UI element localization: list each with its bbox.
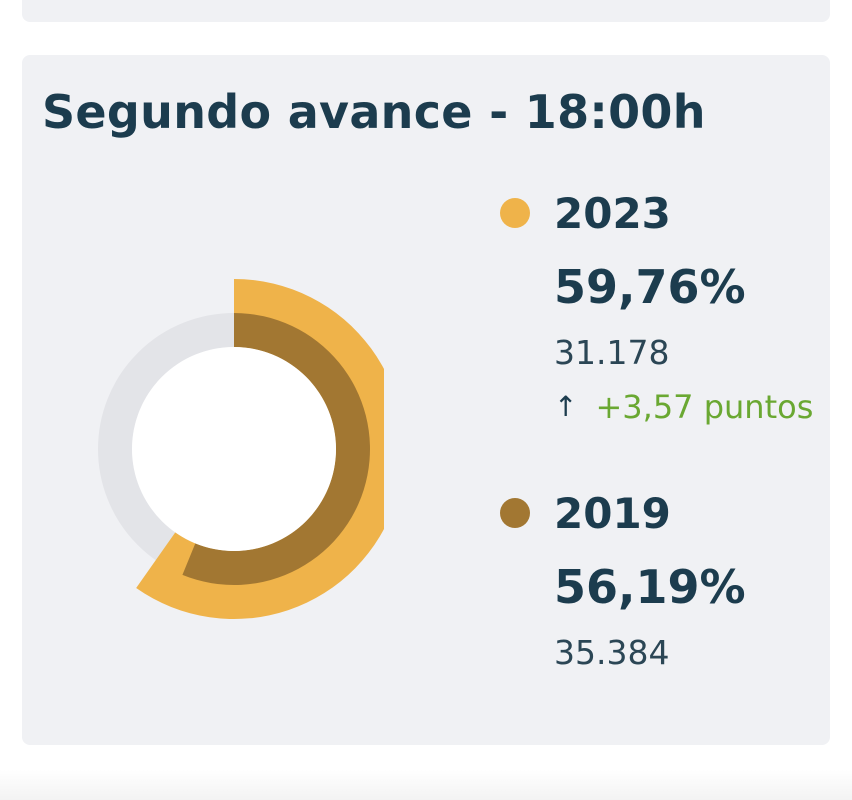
- turnout-card: Segundo avance - 18:00h 2023 59,76% 31.1…: [22, 55, 830, 745]
- turnout-donut-chart: [98, 279, 384, 619]
- card-title: Segundo avance - 18:00h: [42, 85, 706, 139]
- legend-dot-2019: [500, 498, 530, 528]
- legend-year-2023: 2023: [554, 188, 671, 238]
- legend-series-2019: 2019 56,19% 35.384: [500, 485, 746, 673]
- turnout-change: ↑ +3,57 puntos: [554, 387, 830, 427]
- donut-arc-2019: [182, 313, 370, 585]
- legend-year-2019: 2019: [554, 488, 671, 538]
- chart-legend: 2023 59,76% 31.178 ↑ +3,57 puntos 2019 5…: [500, 185, 830, 672]
- voter-count-2019: 35.384: [554, 633, 670, 672]
- arrow-up-icon: ↑: [554, 390, 578, 423]
- bottom-edge: [0, 770, 852, 800]
- turnout-percent-2023: 59,76%: [554, 260, 746, 314]
- legend-dot-2023: [500, 198, 530, 228]
- turnout-percent-2019: 56,19%: [554, 560, 746, 614]
- previous-card: [22, 0, 830, 22]
- donut-hole: [132, 347, 336, 551]
- turnout-change-label: +3,57 puntos: [595, 388, 814, 426]
- voter-count-2023: 31.178: [554, 333, 670, 372]
- legend-series-2023: 2023 59,76% 31.178 ↑ +3,57 puntos: [500, 185, 830, 427]
